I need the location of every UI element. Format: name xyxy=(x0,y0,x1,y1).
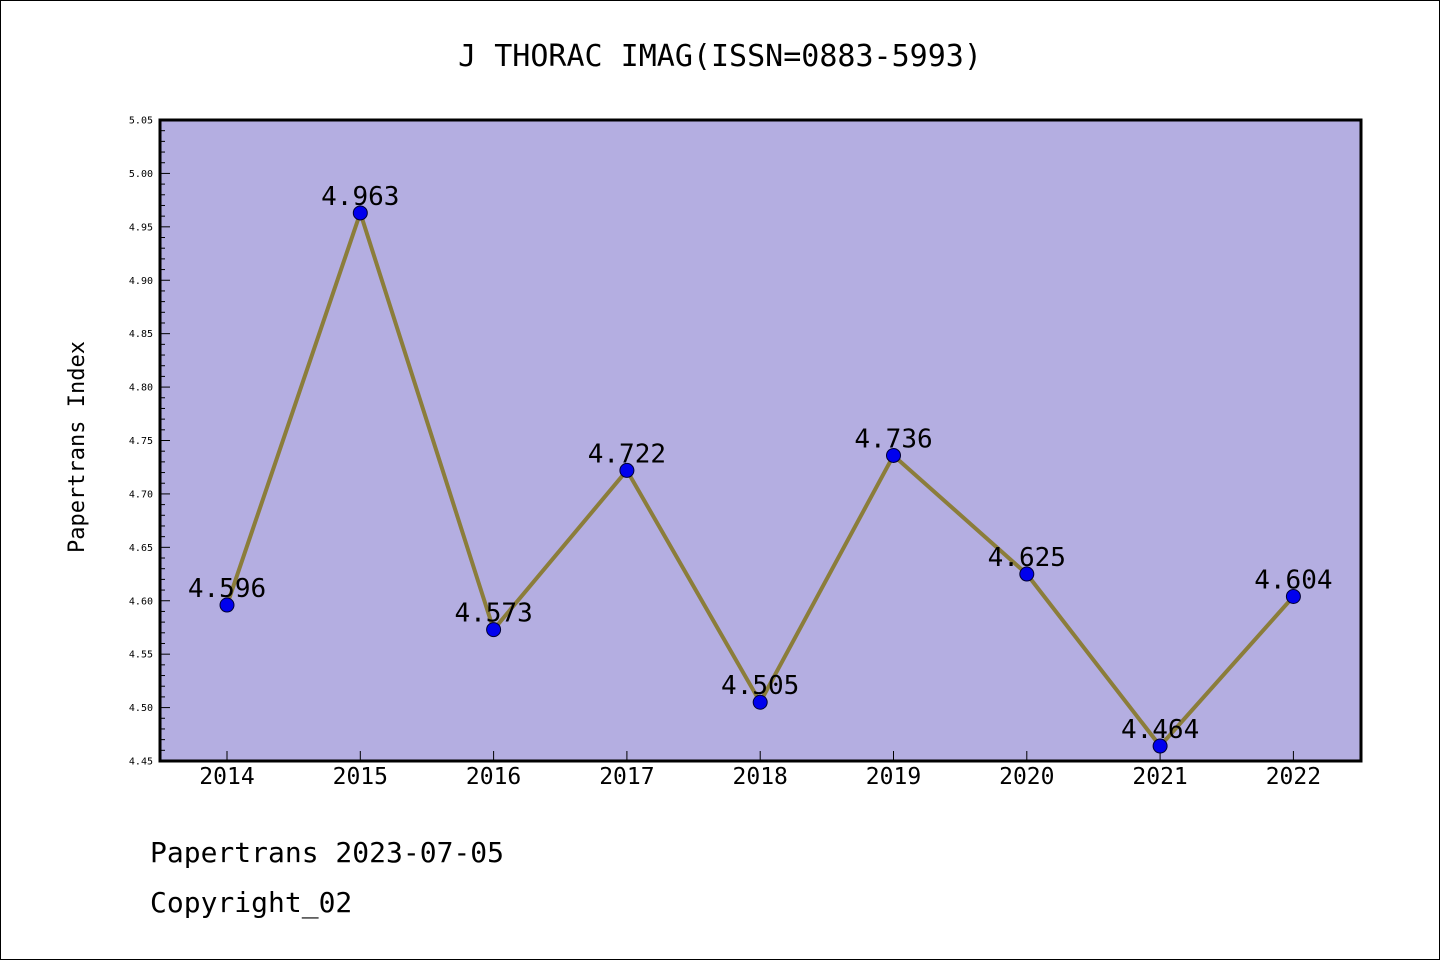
data-label: 4.604 xyxy=(1254,565,1332,595)
data-label: 4.596 xyxy=(188,574,266,604)
y-tick-label: 4.95 xyxy=(129,222,153,233)
y-tick-label: 5.05 xyxy=(129,116,153,127)
y-tick-label: 4.45 xyxy=(129,757,153,768)
data-point xyxy=(486,622,502,638)
y-tick-label: 5.00 xyxy=(129,169,153,180)
data-label: 4.736 xyxy=(854,424,932,454)
data-label: 4.464 xyxy=(1121,715,1199,745)
data-point xyxy=(1019,566,1035,582)
x-tick-label: 2022 xyxy=(1266,764,1321,790)
data-point xyxy=(1285,588,1301,604)
data-point xyxy=(219,597,235,613)
y-tick-label: 4.55 xyxy=(129,650,153,661)
plot-area xyxy=(160,120,1361,761)
y-tick-label: 4.50 xyxy=(129,703,153,714)
data-point xyxy=(1152,738,1168,754)
footer-copyright-text: Copyright_02 xyxy=(150,886,353,919)
x-tick-label: 2016 xyxy=(466,764,521,790)
x-tick-label: 2019 xyxy=(866,764,921,790)
y-tick-label: 4.90 xyxy=(129,276,153,287)
x-tick-label: 2015 xyxy=(333,764,388,790)
series-group: 4.596 4.963 4.573 4.722 4.505 4.736 4.625 4.464… xyxy=(188,182,1333,754)
x-tick-label: 2017 xyxy=(599,764,654,790)
data-point xyxy=(752,694,768,710)
data-label: 4.722 xyxy=(588,439,666,469)
x-tick-label: 2021 xyxy=(1132,764,1187,790)
footer-date-text: Papertrans 2023-07-05 xyxy=(150,836,505,869)
data-label: 4.963 xyxy=(321,182,399,212)
y-tick-label: 4.85 xyxy=(129,329,153,340)
y-tick-label: 4.60 xyxy=(129,596,153,607)
data-label: 4.505 xyxy=(721,671,799,701)
x-tick-label: 2014 xyxy=(199,764,254,790)
x-tick-label: 2018 xyxy=(733,764,788,790)
y-tick-label: 4.65 xyxy=(129,543,153,554)
x-axis: 2014 2015 2016 2017 2018 2019 2020 2021 2022 xyxy=(199,751,1321,790)
chart-title: J THORAC IMAG(ISSN=0883-5993) xyxy=(458,39,982,74)
data-label: 4.573 xyxy=(454,599,532,629)
y-tick-label: 4.75 xyxy=(129,436,153,447)
data-point xyxy=(352,205,368,221)
x-tick-label: 2020 xyxy=(999,764,1054,790)
y-tick-label: 4.80 xyxy=(129,383,153,394)
plot-border xyxy=(158,118,1363,763)
data-point xyxy=(619,462,635,478)
y-axis-label: Papertrans Index xyxy=(65,341,90,553)
data-label: 4.625 xyxy=(988,543,1066,573)
data-point xyxy=(886,447,901,463)
y-tick-label: 4.70 xyxy=(129,489,153,500)
